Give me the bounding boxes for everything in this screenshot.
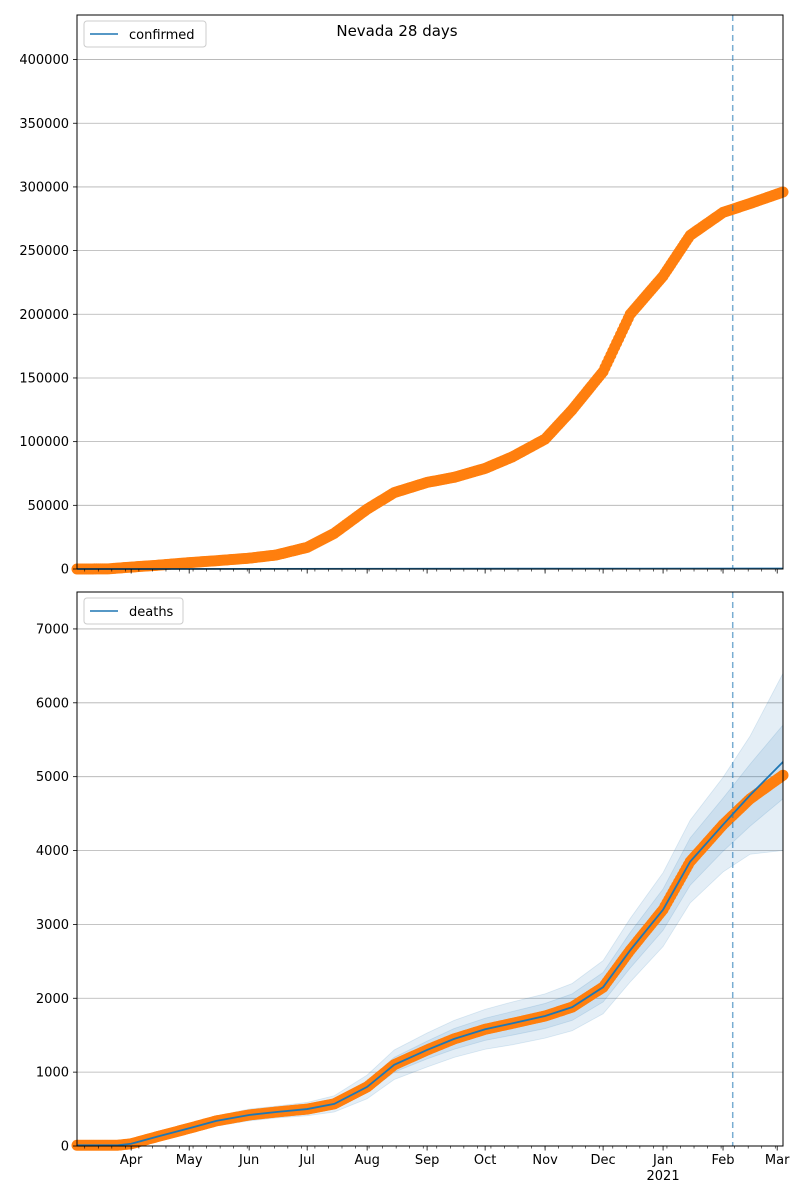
deaths-y-tick-label: 0 [61,1140,69,1155]
confirmed-y-tick-label: 200000 [19,308,69,323]
deaths-marks [71,592,789,1151]
deaths-axes-frame [76,591,784,1147]
x-tick-label: Jan [652,1153,673,1168]
x-tick-sublabel: 2021 [647,1169,680,1184]
x-tick-label: Jun [238,1153,259,1168]
deaths-legend-label: deaths [129,605,174,620]
confirmed-y-axis: 0 50000 100000 150000 200000 250000 300000 3500… [19,53,77,578]
x-tick-label: Dec [591,1153,616,1168]
x-tick-label: Mar [765,1153,790,1168]
deaths-model-line [77,761,784,1147]
deaths-y-axis: 0 1000 2000 3000 4000 5000 6000 7000 [36,622,77,1155]
confirmed-y-tick-label: 150000 [19,371,69,386]
deaths-y-tick-label: 3000 [36,918,69,933]
confirmed-axes-frame [76,14,784,570]
confirmed-y-tick-label: 50000 [28,499,69,514]
confirmed-y-tick-label: 400000 [19,53,69,68]
confirmed-y-tick-label: 250000 [19,244,69,259]
deaths-y-tick-label: 2000 [36,992,69,1007]
confirmed-legend-box [83,20,207,48]
x-tick-label: Jul [298,1153,315,1168]
confirmed-y-tick-label: 350000 [19,117,69,132]
deaths-y-tick-label: 5000 [36,770,69,785]
x-tick-label: Feb [712,1153,735,1168]
confirmed-y-tick-label: 300000 [19,180,69,195]
x-tick-label: Oct [474,1153,496,1168]
x-tick-label: Apr [120,1153,143,1168]
deaths-y-tick-label: 1000 [36,1066,69,1081]
deaths-panel: 0 1000 2000 3000 4000 5000 6000 7000 Apr May Jun J… [36,591,790,1184]
confirmed-legend: confirmed [83,20,207,48]
deaths-y-tick-label: 7000 [36,622,69,637]
confirmed-panel: 0 50000 100000 150000 200000 250000 300000 3500… [19,14,789,578]
x-tick-label: Aug [354,1153,379,1168]
deaths-legend: deaths [83,597,184,625]
confirmed-legend-label: confirmed [129,28,195,43]
confirmed-y-tick-label: 100000 [19,435,69,450]
x-tick-label: Sep [415,1153,440,1168]
deaths-y-tick-label: 6000 [36,696,69,711]
deaths-legend-box [83,597,184,625]
x-tick-label: May [176,1153,203,1168]
x-tick-label: Nov [532,1153,558,1168]
confirmed-y-tick-label: 0 [61,563,69,578]
confirmed-marks [71,15,789,575]
chart-title: Nevada 28 days [336,22,457,40]
deaths-y-tick-label: 4000 [36,844,69,859]
